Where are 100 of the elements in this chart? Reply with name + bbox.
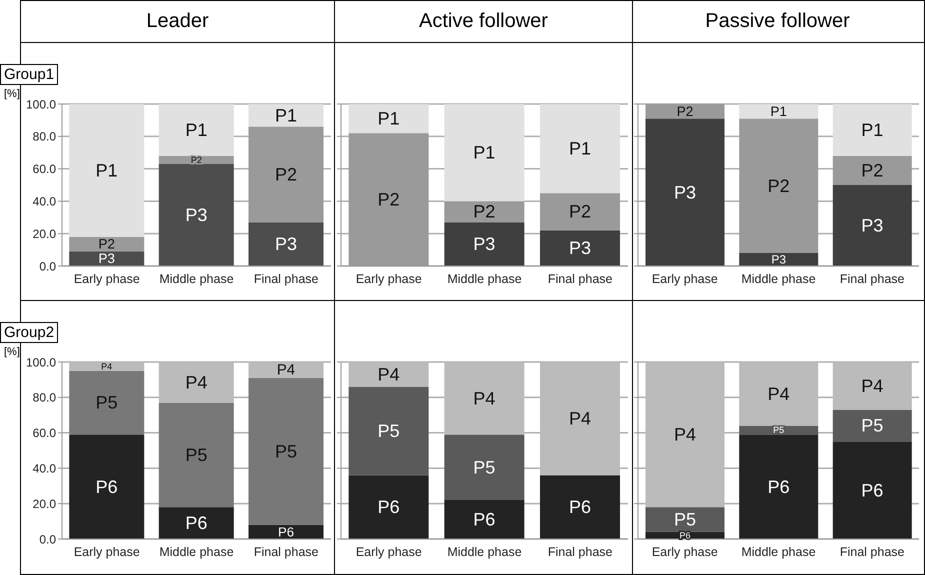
bar [832,185,912,266]
bar [540,193,620,230]
bar [832,104,912,156]
text: P4 [674,424,696,445]
text: P2 [190,154,202,165]
x-tick-label: Final phase [254,272,319,286]
series-label: P2 [676,104,694,119]
y-tick-label: 0.0 [39,532,56,546]
series-label: P5 [773,425,784,436]
y-tick-label: 20.0 [32,496,56,511]
bar [69,434,144,539]
text: P6 [96,476,118,497]
bar [348,386,429,476]
bar [444,104,524,202]
x-tick-label: Middle phase [447,272,522,286]
x-tick-label: Middle phase [741,272,816,286]
series-label: P5 [96,392,118,413]
series-label: P6 [679,530,690,540]
x-tick-label: Early phase [74,272,140,286]
text: P1 [473,142,496,163]
x-tick-label: Middle phase [159,544,234,559]
bar [248,126,324,222]
series-label: P6 [278,524,294,540]
bar [158,104,234,156]
y-tick-label: 80.0 [32,390,56,405]
chart-subtitle: Group1 [0,64,58,85]
bar [444,222,524,266]
series-label: P1 [274,105,298,126]
text: P3 [473,234,496,254]
text: P3 [274,234,298,254]
text: P3 [861,216,884,236]
text: P1 [96,160,118,180]
y-tick-label: 60.0 [32,162,56,176]
text: P1 [861,120,884,140]
bar [540,475,620,539]
bar [248,378,324,525]
x-tick-label: Early phase [652,272,718,286]
chart-title: Passive follower [704,8,851,34]
y-axis-title: [%] [4,346,20,358]
text: P4 [568,408,591,429]
x-tick-label: Early phase [356,544,422,559]
chart-subtitle: Group2 [0,322,58,343]
text: P4 [185,372,208,392]
series-label: P3 [98,251,115,266]
series-label: P5 [473,457,496,478]
x-tick-label: Middle phase [447,544,522,559]
text: P3 [674,182,696,202]
x-tick-label: Middle phase [159,272,234,286]
x-tick-label: Early phase [356,272,422,286]
y-tick-label: 20.0 [32,226,56,241]
text: P2 [378,190,400,210]
text: P5 [378,421,400,442]
series-label: P4 [861,376,884,396]
text: P6 [185,513,208,534]
text: P5 [861,416,884,436]
text: P2 [861,160,884,180]
x-tick-label: Final phase [840,544,905,559]
x-tick-label: Early phase [74,544,140,559]
bar [645,118,724,266]
y-tick-label: 0.0 [39,259,56,274]
text: P4 [768,384,790,404]
y-tick-label: 40.0 [32,194,56,208]
text: P6 [568,497,591,518]
x-tick-label: Final phase [254,544,319,559]
y-tick-label: 40.0 [32,461,56,476]
text: P2 [568,202,591,222]
bar [540,104,620,194]
series-label: P4 [378,364,400,384]
x-tick-label: Final phase [548,272,613,286]
bar [739,434,818,539]
x-tick-label: Early phase [652,544,718,559]
bar [69,370,144,435]
bar [158,164,234,266]
y-tick-label: 100.0 [26,97,56,112]
series-label: P1 [770,104,787,119]
text: P4 [473,388,496,408]
series-label: P4 [276,361,296,378]
text: P6 [378,497,400,518]
text: P4 [101,361,112,372]
bar [832,442,912,539]
series-label: P2 [98,236,115,252]
y-axis-title: [%] [4,88,20,100]
text: P2 [768,176,790,196]
y-tick-label: 80.0 [32,130,56,144]
bar [444,434,524,500]
text: P5 [274,441,298,462]
text: P3 [185,204,208,225]
x-tick-label: Middle phase [741,544,816,559]
series-label: P3 [568,238,591,258]
chart-title: Active follower [418,8,549,34]
series-label: P2 [473,202,496,222]
x-tick-label: Final phase [548,544,613,559]
text: P6 [861,480,884,500]
text: P2 [274,164,298,184]
x-tick-label: Final phase [840,272,905,286]
text: P6 [768,476,790,497]
text: P1 [185,120,208,140]
y-tick-label: 60.0 [32,426,56,440]
text: P1 [568,138,591,159]
bar [348,475,429,539]
